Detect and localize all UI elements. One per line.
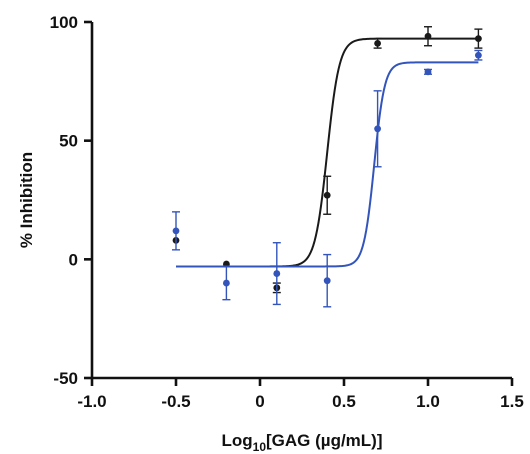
x-tick-label: -0.5 xyxy=(161,392,190,411)
data-point-series-2 xyxy=(323,277,331,285)
x-tick-label: -1.0 xyxy=(77,392,106,411)
data-point-series-1 xyxy=(374,39,381,47)
data-point-series-2 xyxy=(273,270,281,277)
y-tick-label: 50 xyxy=(59,132,78,151)
data-point-series-2 xyxy=(223,279,230,287)
x-tick-label: 0.5 xyxy=(332,392,356,411)
axes-layer: -50 0 50 100 -1.0 -0.5 0 0.5 1.0 1.5 xyxy=(50,13,524,411)
data-point-series-1 xyxy=(424,32,432,40)
y-tick-label: 100 xyxy=(50,13,78,32)
x-axis-title: Log10[GAG (µg/mL)] xyxy=(221,431,382,454)
fit-curve-series-2 xyxy=(176,61,479,268)
data-point-series-2 xyxy=(424,68,432,76)
x-tick-label: 1.0 xyxy=(416,392,440,411)
data-point-series-2 xyxy=(374,125,381,133)
data-point-series-1 xyxy=(323,191,331,199)
data-point-series-2 xyxy=(172,227,180,235)
y-axis-title: % Inhibition xyxy=(17,152,36,248)
x-axis-title-prefix: Log xyxy=(221,431,252,450)
x-axis-title-suffix: [GAG (µg/mL)] xyxy=(266,431,383,450)
plot-layer xyxy=(172,26,483,308)
x-axis-title-subscript: 10 xyxy=(253,440,267,454)
y-tick-label: -50 xyxy=(53,369,78,388)
x-tick-label: 1.5 xyxy=(500,392,524,411)
data-point-series-2 xyxy=(475,51,482,59)
y-tick-label: 0 xyxy=(69,250,78,269)
data-point-series-1 xyxy=(475,35,482,43)
x-tick-label: 0 xyxy=(255,392,264,411)
fit-curve-series-1 xyxy=(176,37,479,268)
